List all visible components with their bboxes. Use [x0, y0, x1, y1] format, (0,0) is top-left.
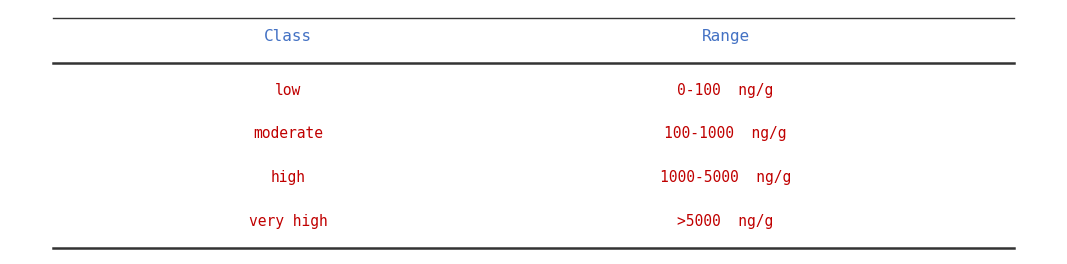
Text: 0-100  ng/g: 0-100 ng/g [678, 83, 774, 98]
Text: 1000-5000  ng/g: 1000-5000 ng/g [659, 170, 792, 185]
Text: 100-1000  ng/g: 100-1000 ng/g [665, 126, 786, 142]
Text: Class: Class [264, 30, 313, 44]
Text: >5000  ng/g: >5000 ng/g [678, 214, 774, 229]
Text: moderate: moderate [253, 126, 323, 142]
Text: high: high [271, 170, 305, 185]
Text: Range: Range [701, 30, 750, 44]
Text: low: low [275, 83, 301, 98]
Text: very high: very high [249, 214, 328, 229]
